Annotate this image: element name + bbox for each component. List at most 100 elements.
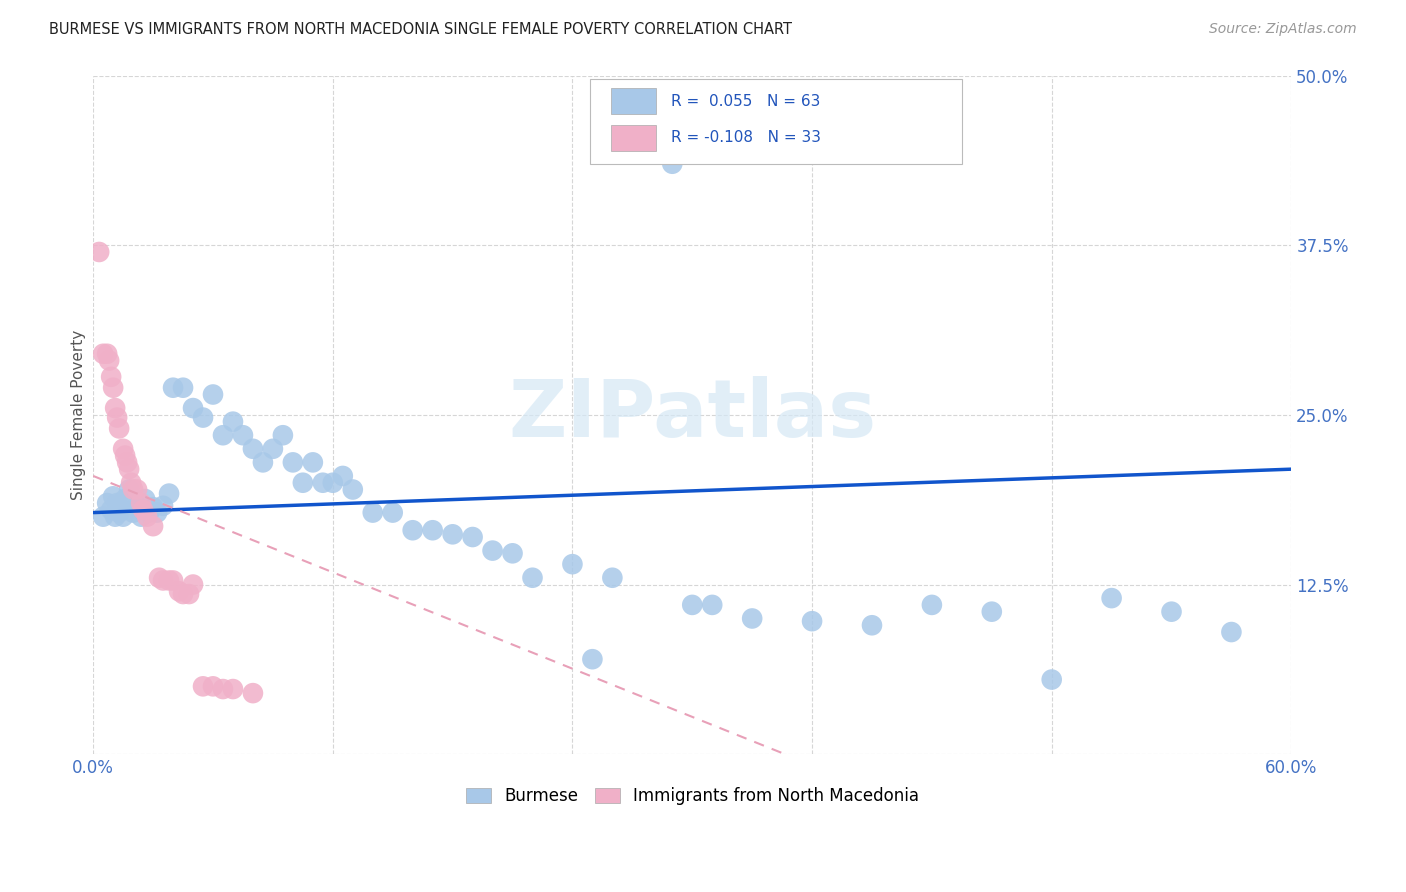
Point [702, 598, 724, 612]
Point [177, 587, 200, 601]
Point [312, 475, 335, 490]
Point [172, 381, 194, 395]
Point [142, 519, 165, 533]
Point [741, 611, 763, 625]
Point [561, 557, 583, 571]
Point [146, 506, 169, 520]
Point [921, 598, 943, 612]
Point [661, 157, 683, 171]
Point [129, 496, 152, 510]
Point [152, 499, 174, 513]
Point [167, 584, 190, 599]
Point [322, 475, 344, 490]
Point [118, 483, 141, 497]
Text: BURMESE VS IMMIGRANTS FROM NORTH MACEDONIA SINGLE FEMALE POVERTY CORRELATION CHA: BURMESE VS IMMIGRANTS FROM NORTH MACEDON… [49, 22, 792, 37]
Point [134, 491, 156, 506]
Y-axis label: Single Female Poverty: Single Female Poverty [72, 330, 86, 500]
Point [581, 652, 603, 666]
Point [118, 462, 141, 476]
Point [172, 587, 194, 601]
Point [481, 543, 503, 558]
Text: R =  0.055   N = 63: R = 0.055 N = 63 [671, 94, 820, 109]
Point [181, 401, 204, 415]
Point [108, 421, 131, 435]
Point [112, 442, 135, 456]
Point [222, 681, 245, 696]
Point [114, 449, 136, 463]
Point [212, 428, 235, 442]
FancyBboxPatch shape [610, 125, 657, 151]
Point [342, 483, 364, 497]
Point [980, 605, 1002, 619]
Point [361, 506, 384, 520]
Point [122, 483, 145, 497]
FancyBboxPatch shape [591, 78, 962, 164]
Point [127, 483, 149, 497]
Point [114, 491, 136, 506]
Point [162, 574, 184, 588]
Point [105, 410, 128, 425]
Point [332, 469, 354, 483]
Point [138, 506, 160, 520]
Point [101, 381, 124, 395]
Point [461, 530, 484, 544]
Point [104, 401, 127, 415]
Point [681, 598, 703, 612]
Point [201, 679, 224, 693]
Point [181, 577, 204, 591]
Point [302, 455, 325, 469]
Point [157, 574, 180, 588]
Legend: Burmese, Immigrants from North Macedonia: Burmese, Immigrants from North Macedonia [457, 779, 928, 814]
Point [262, 442, 284, 456]
Point [271, 428, 294, 442]
Point [222, 415, 245, 429]
Point [242, 686, 264, 700]
Point [602, 571, 624, 585]
Point [115, 455, 138, 469]
Point [252, 455, 274, 469]
Point [96, 347, 118, 361]
Point [242, 442, 264, 456]
Point [132, 503, 155, 517]
Point [104, 509, 127, 524]
Point [402, 523, 425, 537]
Point [120, 475, 142, 490]
Point [162, 381, 184, 395]
Point [98, 353, 121, 368]
Point [105, 496, 128, 510]
Point [422, 523, 444, 537]
Text: ZIPatlas: ZIPatlas [508, 376, 876, 454]
Point [96, 496, 118, 510]
Point [148, 571, 170, 585]
FancyBboxPatch shape [610, 88, 657, 114]
Point [89, 244, 111, 259]
Point [101, 489, 124, 503]
Point [801, 614, 824, 628]
Point [522, 571, 544, 585]
Point [191, 410, 214, 425]
Point [157, 486, 180, 500]
Point [1101, 591, 1123, 606]
Point [232, 428, 254, 442]
Text: Source: ZipAtlas.com: Source: ZipAtlas.com [1209, 22, 1357, 37]
Point [122, 506, 145, 520]
Point [100, 369, 122, 384]
Point [860, 618, 883, 632]
Point [152, 574, 174, 588]
Point [91, 509, 114, 524]
Point [212, 681, 235, 696]
Point [127, 499, 149, 513]
Point [1040, 673, 1063, 687]
Point [112, 509, 135, 524]
Point [441, 527, 464, 541]
Point [136, 509, 159, 524]
Point [100, 503, 122, 517]
Point [291, 475, 314, 490]
Point [91, 347, 114, 361]
Point [1160, 605, 1182, 619]
Point [201, 387, 224, 401]
Point [1220, 625, 1243, 640]
Point [381, 506, 404, 520]
Point [281, 455, 304, 469]
Point [191, 679, 214, 693]
